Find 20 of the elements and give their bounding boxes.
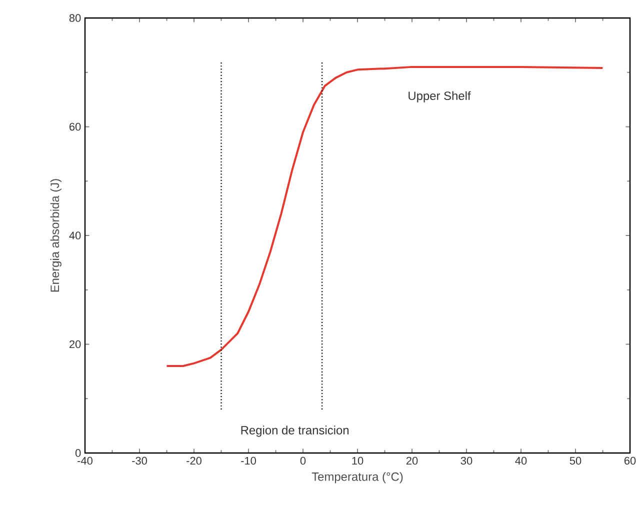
y-axis-title: Energia absorbida (J) (50, 179, 62, 292)
x-tick-label: 40 (515, 456, 527, 465)
y-tick-label: 60 (70, 122, 81, 131)
annotation: Region de transicion (241, 426, 349, 437)
x-tick-label: -10 (241, 456, 256, 465)
x-axis-title: Temperatura (°C) (312, 472, 403, 484)
x-tick-label: 0 (300, 456, 306, 465)
x-tick-label: 20 (406, 456, 418, 465)
x-tick-label: 50 (570, 456, 582, 465)
y-tick-label: 20 (70, 340, 81, 348)
x-tick-label: 60 (624, 456, 636, 465)
y-tick-label: 0 (75, 449, 81, 457)
annotation: Upper Shelf (408, 91, 471, 102)
x-tick-label: -40 (78, 456, 92, 465)
x-tick-label: 30 (460, 456, 472, 465)
y-tick-label: 40 (69, 232, 81, 240)
x-tick-label: -20 (186, 456, 202, 465)
y-tick-label: 80 (69, 14, 81, 22)
x-tick-label: -30 (132, 456, 147, 465)
x-tick-label: 10 (352, 456, 364, 465)
